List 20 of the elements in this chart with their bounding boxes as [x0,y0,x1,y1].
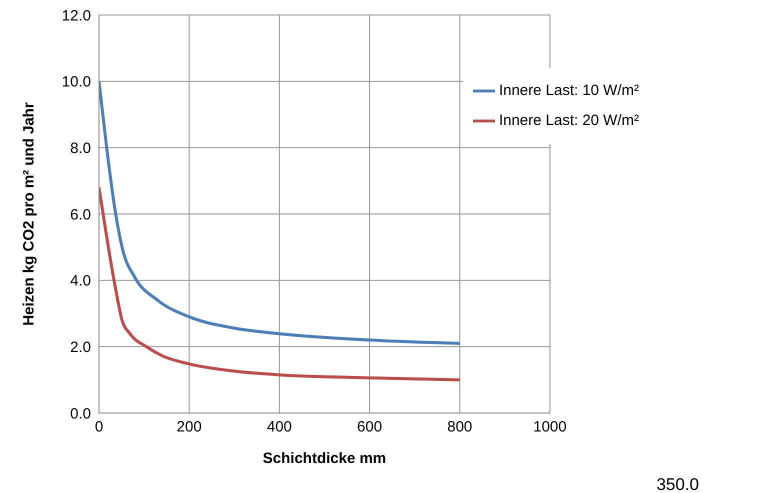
x-tick-label: 200 [176,418,202,436]
legend-label: Innere Last: 10 W/m² [498,82,639,99]
x-tick-label: 1000 [533,418,567,436]
x-tick-label: 0 [94,418,104,436]
y-tick-label: 6.0 [70,206,91,224]
x-axis-title: Schichtdicke mm [262,450,386,467]
y-tick-label: 8.0 [70,140,91,157]
legend-label: Innere Last: 20 W/m² [498,112,639,129]
y-tick-label: 12.0 [62,7,91,24]
y-axis-title: Heizen kg CO2 pro m² und Jahr [20,102,38,326]
text: 350.0 [656,475,699,493]
x-tick-label: 800 [447,418,472,436]
line-series [99,186,462,382]
x-tick-label: 400 [266,418,292,436]
y-tick-label: 2.0 [70,338,91,356]
line-series [99,80,462,345]
y-tick-label: 4.0 [70,272,91,290]
x-tick-label: 600 [357,418,382,436]
y-tick-label: 10.0 [62,74,91,91]
y-tick-label: 0.0 [70,405,91,422]
